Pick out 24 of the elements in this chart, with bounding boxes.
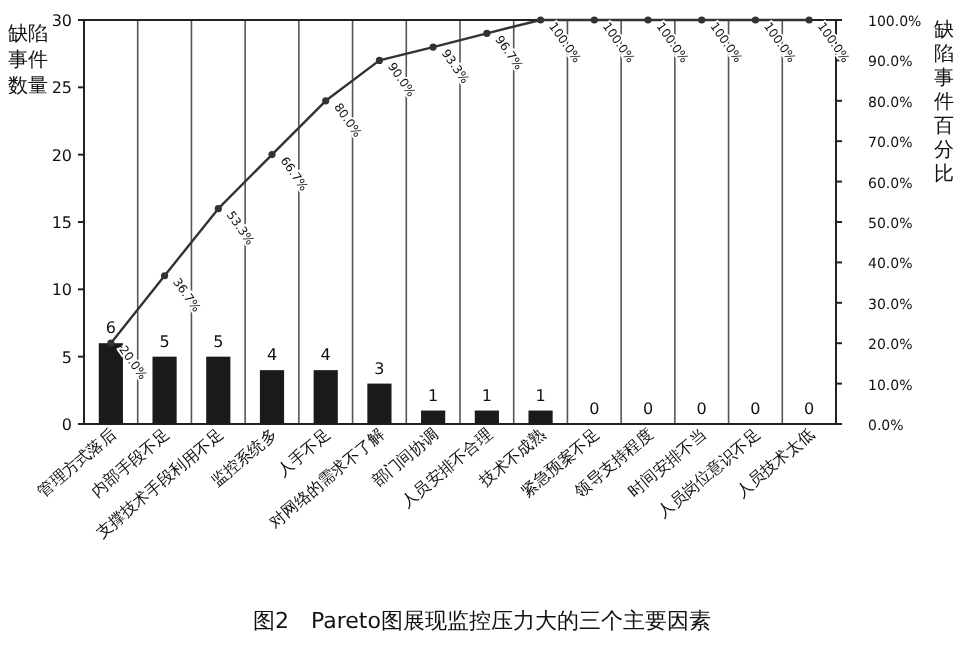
y-tick-label: 25	[51, 79, 72, 98]
data-label: 1	[428, 386, 439, 405]
data-label: 5	[213, 332, 224, 351]
data-label: 0	[589, 400, 600, 418]
data-label: 6	[105, 319, 116, 338]
data-label: 0	[696, 400, 707, 418]
y-axis-title: 缺陷事件数量	[8, 22, 48, 98]
data-label: 4	[266, 346, 278, 365]
y-tick-label: 30	[51, 12, 72, 30]
y-tick-label: 0	[61, 416, 72, 434]
y-tick-label: 15	[51, 214, 72, 232]
data-label: 1	[481, 386, 492, 405]
text: 图2 Pareto图展现监控压力大的三个主要因素	[253, 608, 711, 634]
data-label: 0	[750, 400, 761, 418]
y-tick-label: 20	[51, 146, 72, 165]
y-tick-label: 10	[51, 281, 72, 300]
data-label: 3	[374, 359, 385, 378]
data-label: 1	[535, 386, 546, 405]
data-label: 0	[804, 400, 815, 418]
data-label: 0	[642, 400, 654, 418]
data-label: 4	[320, 346, 331, 365]
data-label: 5	[159, 332, 170, 351]
y-tick-label: 5	[61, 348, 72, 367]
y2-axis-title: 缺陷事件百分比	[934, 18, 954, 186]
